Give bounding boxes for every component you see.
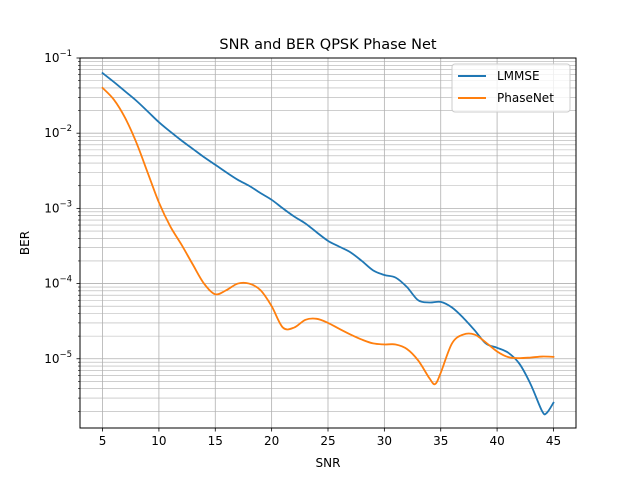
y-tick-label: 10−2 [44,124,72,140]
x-tick-label: 35 [433,434,448,448]
x-axis-label: SNR [316,456,341,470]
legend: LMMSE PhaseNet [451,63,571,113]
legend-label-phasenet: PhaseNet [497,91,554,105]
legend-label-lmmse: LMMSE [497,69,540,83]
series-line-phasenet [101,86,555,386]
x-tick-label: 45 [546,434,561,448]
x-tick-label: 25 [320,434,335,448]
y-tick-label: 10−5 [44,350,72,366]
x-tick-label: 20 [264,434,279,448]
y-tick-label: 10−4 [44,275,72,291]
x-tick-label: 10 [151,434,166,448]
chart-title: SNR and BER QPSK Phase Net [219,37,437,53]
y-tick-label: 10−1 [44,49,72,65]
x-tick-label: 15 [208,434,223,448]
x-tick-label: 5 [99,434,107,448]
y-axis-label: BER [18,231,32,255]
axis-ticks: 5 10 15 20 25 30 35 40 45 10−5 10−4 10−3 10−2 10−1 [44,49,561,448]
grid [80,57,576,428]
x-tick-label: 40 [489,434,504,448]
series-lines [101,71,555,416]
y-tick-label: 10−3 [44,199,72,215]
x-tick-label: 30 [377,434,392,448]
